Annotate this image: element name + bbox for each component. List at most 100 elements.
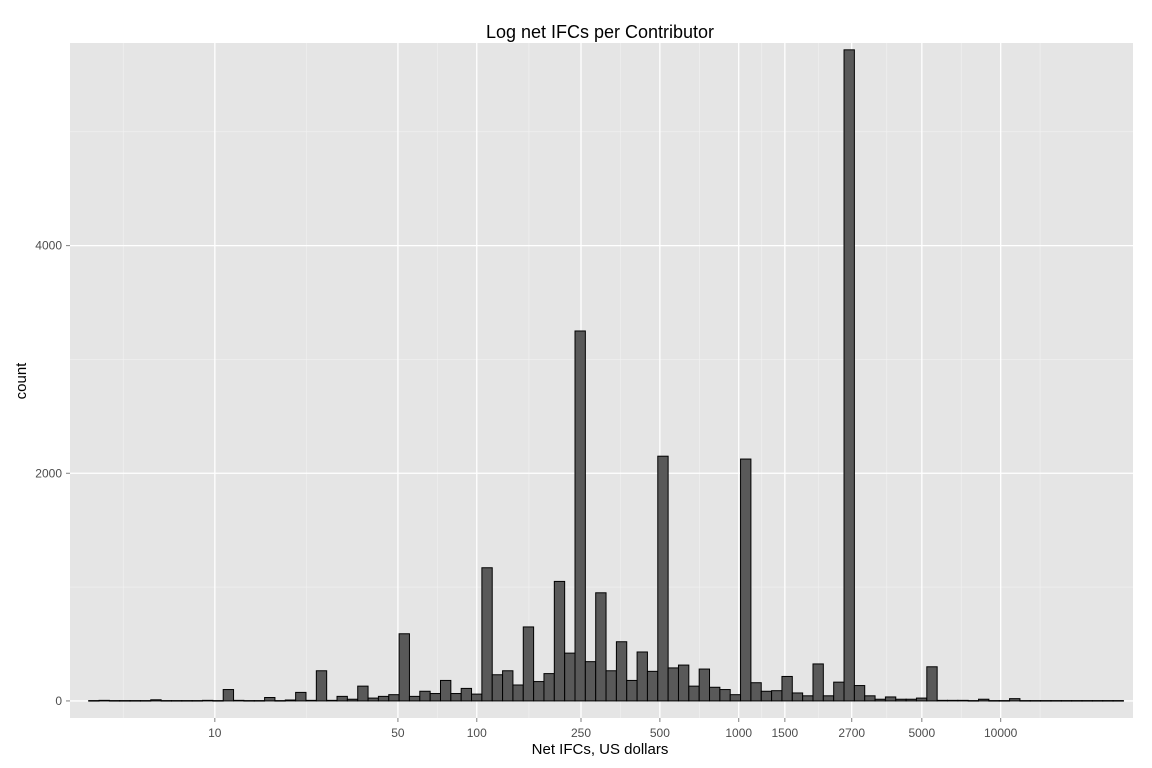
histogram-bar [967,700,980,702]
histogram-bar [253,700,266,702]
histogram-bar [129,700,141,702]
histogram-bar [471,693,483,702]
histogram-bar [243,700,255,702]
histogram-bar [419,690,431,702]
minor-gridlines [70,43,1133,718]
histogram-bar [915,697,928,702]
histogram-bar [905,698,917,702]
histogram-bar [615,641,628,702]
x-tick-label: 100 [467,726,487,740]
x-tick-label: 10 [208,726,222,740]
histogram-bar [553,580,566,702]
histogram-bar [460,687,473,702]
chart-title: Log net IFCs per Contributor [486,22,714,42]
histogram-bar [181,700,193,702]
histogram-bar [626,679,638,702]
histogram-bar [357,685,369,702]
histogram-bar [657,455,669,702]
histogram-bar [191,700,204,702]
histogram-bar [781,675,793,702]
histogram-bar [150,699,162,702]
histogram-bar [978,698,990,702]
histogram-bar [502,670,514,702]
x-tick-label: 5000 [908,726,935,740]
histogram-bar [367,697,379,702]
histogram-bar [771,690,783,702]
histogram-bar [729,694,742,702]
x-tick-label: 500 [650,726,670,740]
histogram-bar [636,651,648,702]
histogram-bar [791,692,804,702]
histogram-bar [439,679,452,702]
histogram-bar [346,698,359,702]
histogram-bar [1009,698,1021,702]
x-tick-label: 2700 [838,726,865,740]
x-tick-label: 10000 [984,726,1018,740]
histogram-bar [1050,700,1062,702]
x-tick-label: 1000 [725,726,752,740]
histogram-bar [812,663,824,702]
histogram-bar [853,685,866,702]
y-tick-label: 2000 [35,466,62,480]
histogram-bar [1081,700,1093,702]
histogram-bar [595,592,607,702]
y-tick-label: 0 [55,694,62,708]
histogram-bar [264,697,276,702]
histogram-bar [802,695,814,702]
bars [88,49,1124,702]
histogram-bar [1071,700,1083,702]
histogram-bar [719,689,731,702]
x-axis-ticks: 10 50 100 250 500 1000 1500 2700 5000 10000 [208,718,1018,740]
histogram-bar [522,626,535,702]
histogram-bar [1029,700,1042,702]
histogram-bar [119,700,131,702]
histogram-bar [1019,700,1031,702]
histogram-bar [822,695,835,702]
y-axis-title: count [13,362,30,400]
histogram-bar [160,700,172,702]
histogram-bar [936,699,949,702]
x-tick-label: 50 [391,726,405,740]
histogram-bar [398,633,410,702]
histogram-bar [874,698,886,702]
histogram-bar [202,699,214,702]
histogram-bar [760,690,773,702]
y-axis-ticks: 0 2000 4000 [35,239,70,708]
histogram-bar [274,700,286,702]
histogram-bar [646,670,659,702]
histogram-bar [170,700,183,702]
histogram-bar [139,700,152,702]
histogram-bar [926,666,938,702]
histogram-bar [336,695,348,702]
histogram-bar [222,689,235,702]
histogram-bar [1112,700,1124,702]
histogram-bar [584,661,597,702]
x-tick-label: 1500 [771,726,798,740]
histogram-bar [98,699,110,702]
histogram-bar [667,667,679,702]
histogram-bar [326,699,338,702]
histogram-bar [481,567,493,702]
histogram-bar [512,684,524,702]
histogram-bar [564,652,576,702]
histogram-bar [408,695,421,702]
histogram-bar [750,682,762,702]
histogram-bar [843,49,855,702]
histogram-bar [108,700,121,702]
histogram-bar [1060,700,1073,702]
histogram-bar [957,699,969,702]
histogram-bar [605,670,617,702]
histogram-bar [233,699,245,702]
histogram-bar [377,695,390,702]
histogram-bar [895,698,907,702]
histogram-bar [1091,700,1104,702]
histogram-bar [740,458,752,702]
histogram-bar [998,700,1011,702]
histogram-bar [1040,700,1052,702]
histogram-bar [574,330,586,702]
histogram-bar [677,664,690,702]
histogram-bar [212,700,224,702]
histogram-bar [698,668,711,702]
histogram-bar [429,693,441,702]
